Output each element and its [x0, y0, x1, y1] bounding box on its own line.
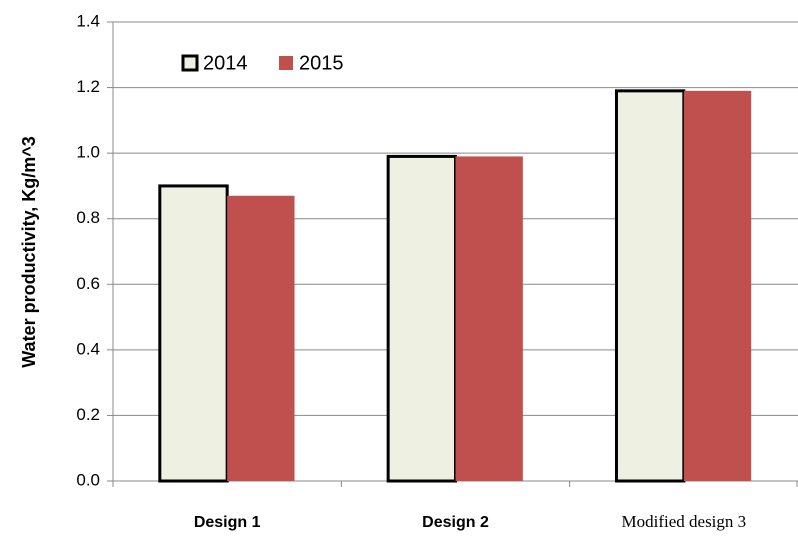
legend-swatch	[279, 56, 293, 70]
bar	[455, 156, 523, 481]
y-tick-label: 1.4	[76, 11, 100, 30]
legend-swatch	[181, 54, 199, 72]
legend-label: 2014	[203, 52, 248, 74]
legend-label: 2015	[299, 52, 344, 74]
x-tick-label: Design 1	[194, 514, 261, 531]
bar	[386, 154, 457, 483]
y-axis-label: Water productivity, Kg/m^3	[19, 136, 39, 368]
x-tick-label: Modified design 3	[622, 512, 747, 531]
bar	[158, 184, 229, 483]
bar	[614, 89, 686, 483]
bar	[683, 90, 752, 481]
bar	[227, 195, 295, 481]
y-tick-label: 0.2	[76, 405, 100, 424]
y-tick-label: 1.2	[76, 77, 100, 96]
y-tick-label: 1.0	[76, 143, 100, 162]
y-tick-label: 0.0	[76, 470, 100, 489]
y-tick-label: 0.6	[76, 274, 100, 293]
y-tick-label: 0.4	[76, 339, 100, 358]
x-tick-label: Design 2	[422, 514, 489, 531]
y-tick-label: 0.8	[76, 208, 100, 227]
